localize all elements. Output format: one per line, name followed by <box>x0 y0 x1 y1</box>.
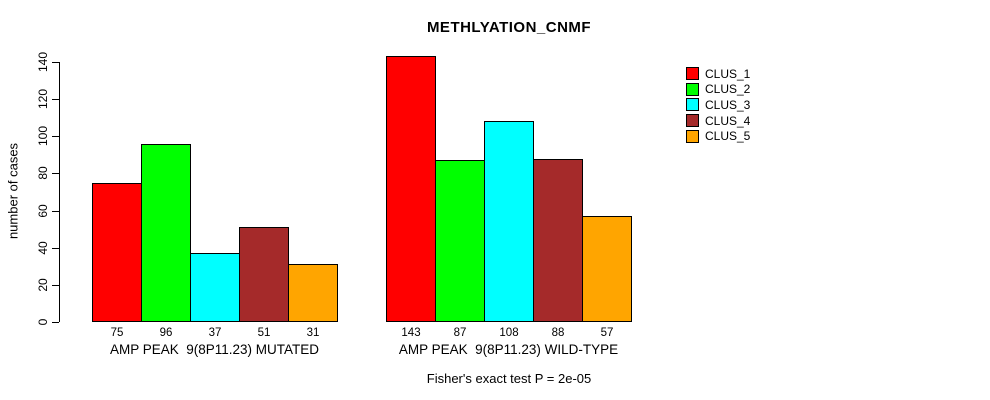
y-tick-mark <box>52 322 59 323</box>
y-tick-mark <box>52 284 59 286</box>
legend-swatch-clus_2 <box>686 82 699 96</box>
bar-value-label: 75 <box>110 327 124 339</box>
bar-value-label: 108 <box>499 327 519 339</box>
legend-row-clus_4: CLUS_4 <box>686 113 750 129</box>
bar-clus_4-group1 <box>239 227 289 322</box>
legend-swatch-clus_5 <box>686 129 699 143</box>
legend-swatch-clus_3 <box>686 98 699 112</box>
bar-value-label: 87 <box>453 327 467 339</box>
bar-clus_1-group2 <box>386 56 436 322</box>
bar-clus_2-group2 <box>435 160 485 322</box>
legend: CLUS_1 CLUS_2 CLUS_3 CLUS_4 CLUS_5 <box>686 66 750 144</box>
legend-label: CLUS_4 <box>705 113 751 128</box>
y-tick-label: 40 <box>36 241 50 255</box>
bar-value-label: 143 <box>401 327 421 339</box>
legend-label: CLUS_3 <box>705 97 751 112</box>
bar-value-label: 96 <box>159 327 173 339</box>
bar-clus_5-group2 <box>582 216 632 322</box>
bar-value-label: 57 <box>600 327 614 339</box>
legend-label: CLUS_5 <box>705 129 751 144</box>
y-tick-label: 100 <box>36 126 50 147</box>
y-tick-mark <box>52 136 59 138</box>
legend-row-clus_1: CLUS_1 <box>686 66 750 82</box>
legend-label: CLUS_1 <box>705 66 751 81</box>
bar-clus_5-group1 <box>288 264 338 322</box>
legend-row-clus_3: CLUS_3 <box>686 97 750 113</box>
y-tick-label: 80 <box>36 166 50 181</box>
bar-clus_2-group1 <box>141 143 191 322</box>
y-tick-mark <box>52 99 59 101</box>
bar-clus_4-group2 <box>533 158 583 322</box>
y-tick-label: 20 <box>36 278 50 292</box>
legend-row-clus_2: CLUS_2 <box>686 82 750 98</box>
bar-value-label: 31 <box>306 327 320 339</box>
chart-title: METHLYATION_CNMF <box>426 19 592 36</box>
bar-clus_3-group1 <box>190 253 240 322</box>
bar-clus_1-group1 <box>92 182 142 322</box>
bar-value-label: 51 <box>257 327 271 339</box>
y-tick-mark <box>52 173 59 175</box>
group-label-wildtype: AMP PEAK 9(8P11.23) WILD-TYPE <box>398 342 619 357</box>
y-tick-mark <box>52 210 59 212</box>
legend-row-clus_5: CLUS_5 <box>686 128 750 144</box>
y-tick-label: 120 <box>36 89 50 110</box>
y-tick-label: 60 <box>36 203 50 218</box>
legend-swatch-clus_1 <box>686 67 699 81</box>
y-tick-mark <box>52 247 59 249</box>
bar-value-label: 88 <box>551 327 565 339</box>
legend-label: CLUS_2 <box>705 82 751 97</box>
bar-value-label: 37 <box>208 327 222 339</box>
y-axis-line <box>59 62 60 322</box>
y-tick-label: 140 <box>36 51 50 73</box>
group-label-mutated: AMP PEAK 9(8P11.23) MUTATED <box>109 342 320 357</box>
y-tick-label: 0 <box>36 318 50 326</box>
fisher-test-note: Fisher's exact test P = 2e-05 <box>426 371 592 386</box>
y-tick-mark <box>52 62 59 63</box>
y-axis-label: number of cases <box>5 142 21 240</box>
bar-clus_3-group2 <box>484 121 534 322</box>
legend-swatch-clus_4 <box>686 114 699 128</box>
